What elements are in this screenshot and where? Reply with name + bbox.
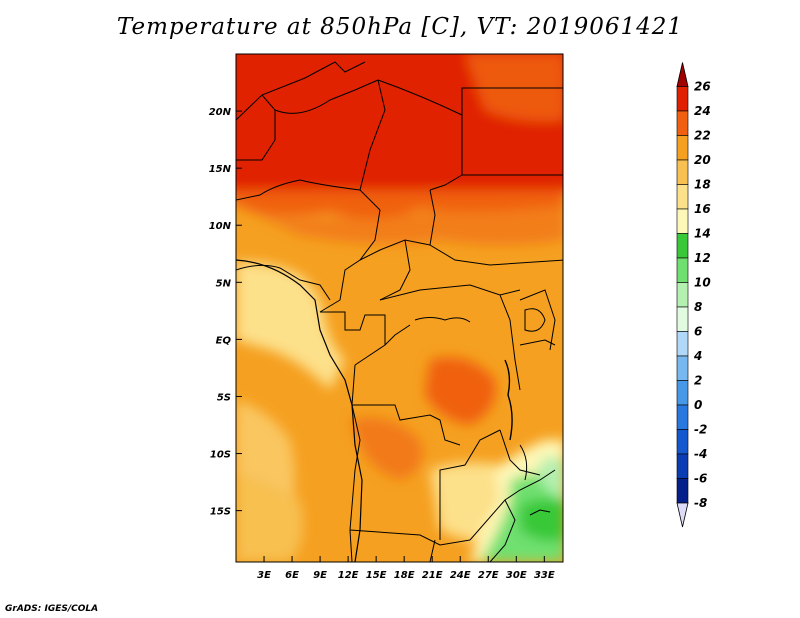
colorbar-label: 6 [694,325,702,339]
colorbar-segment [676,404,689,430]
colorbar-label: 20 [694,153,711,167]
colorbar-label: 14 [694,227,711,241]
colorbar-segment [676,135,689,161]
colorbar-label: 22 [694,129,711,143]
colorbar-label: -4 [694,447,707,461]
colorbar-label: 4 [693,349,702,363]
lat-tick-label: EQ [216,335,232,346]
colorbar-segment [676,184,689,210]
colorbar-segment [676,282,689,308]
colorbar-label: -6 [694,472,707,486]
lon-tick-label: 3E [257,570,271,581]
colorbar-label: 12 [694,251,711,265]
colorbar-segment [676,331,689,357]
colorbar-segment [676,306,689,332]
colorbar-segment [676,208,689,234]
lon-tick-label: 18E [394,570,415,581]
latitude-axis: 20N 15N 10N 5N EQ 5S 10S 15S [209,107,242,518]
longitude-axis: 3E 6E 9E 12E 15E 18E 21E 24E 27E 30E 33E [257,556,555,581]
lat-tick-label: 10S [210,450,231,461]
colorbar-segment [676,453,689,479]
lon-tick-label: 15E [366,570,387,581]
lat-tick-label: 20N [209,107,232,118]
grads-credit: GrADS: IGES/COLA [5,604,99,614]
colorbar-segment [676,429,689,455]
lat-tick-label: 5S [217,392,231,403]
lat-tick-label: 15N [209,164,232,175]
colorbar-segment [676,159,689,185]
lon-tick-label: 21E [422,570,443,581]
lon-tick-label: 24E [450,570,471,581]
colorbar-label: 8 [694,300,702,314]
colorbar-segment [676,380,689,406]
colorbar-label: 0 [694,398,702,412]
colorbar-label: -2 [694,423,707,437]
colorbar-segment [676,110,689,136]
colorbar-bottom-arrow [676,502,689,528]
lon-tick-label: 33E [534,570,555,581]
colorbar-label: 10 [694,276,711,290]
colorbar-label: 18 [694,178,711,192]
map-frame [235,53,564,563]
lon-tick-label: 27E [478,570,499,581]
colorbar-segment [676,355,689,381]
colorbar-top-arrow [676,62,689,87]
lon-tick-label: 30E [506,570,527,581]
lon-tick-label: 9E [313,570,327,581]
colorbar-segment [676,86,689,112]
lat-tick-label: 10N [209,221,232,232]
colorbar-segment [676,257,689,283]
colorbar-label: 2 [694,374,702,388]
colorbar-label: 16 [694,202,711,216]
lon-tick-label: 6E [285,570,299,581]
map-title: Temperature at 850hPa [C], VT: 201906142… [116,14,684,40]
country-borders [236,61,563,562]
lat-tick-label: 15S [210,507,231,518]
temperature-field [236,54,563,562]
lon-tick-label: 12E [338,570,359,581]
colorbar-label: -8 [694,496,707,510]
colorbar-segment [676,478,689,504]
colorbar-label: 24 [694,104,711,118]
colorbar-segment [676,233,689,259]
lat-tick-label: 5N [216,278,232,289]
colorbar-label: 26 [694,80,711,94]
